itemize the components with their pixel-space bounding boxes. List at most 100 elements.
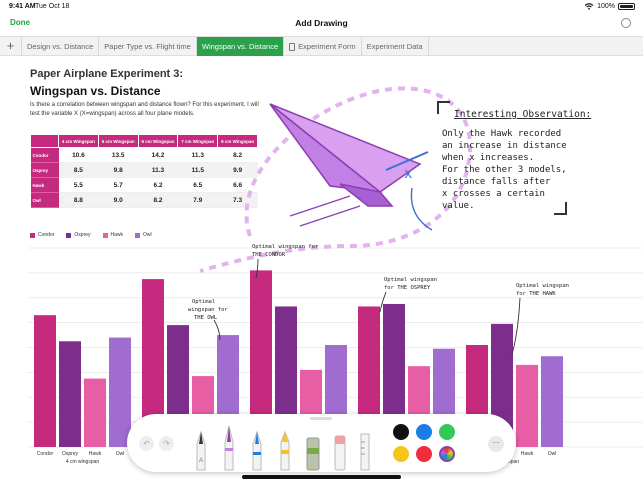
document-title: Paper Airplane Experiment 3: [30,68,184,80]
bar-label: Hawk [521,451,534,457]
observation-line: For the other 3 models, [442,165,567,175]
nav-bar: Done Add Drawing [0,14,643,36]
drawing-tools: A [196,425,370,471]
bar-label: Condor [37,451,54,457]
bar-label: Hawk [89,451,102,457]
table-row: Hawk 5.5 5.7 6.2 6.5 6.6 [30,177,258,193]
table-cell: 8.5 [58,162,99,178]
color-black[interactable] [393,424,409,440]
undo-icon[interactable]: ↶ [139,436,154,451]
observation-line: when x increases. [442,153,534,163]
eraser-tool[interactable] [334,435,346,471]
table-header: 7 cm Wingspan [177,134,219,148]
table-header: 4 cm Wingspan [58,134,99,148]
wingspan-arrow [385,151,429,171]
redo-icon[interactable]: ↷ [159,436,174,451]
observation-line: x crosses a certain [442,189,545,199]
legend-swatch [66,232,72,238]
svg-text:A: A [199,458,203,464]
table-cell: 11.5 [177,162,218,178]
bar-label: Osprey [62,451,79,457]
crayon-tool[interactable] [280,430,290,471]
table-cell: 8.2 [138,192,178,208]
row-label: Hawk [30,177,59,193]
tab-experiment-data[interactable]: Experiment Data [362,37,429,56]
tab-experiment-form[interactable]: Experiment Form [284,37,362,56]
table-row: Owl 8.8 9.0 8.2 7.9 7.3 [30,192,258,208]
tab-paper-type-vs-flight-time[interactable]: Paper Type vs. Flight time [99,37,197,56]
table-cell: 9.0 [98,192,139,208]
done-button[interactable]: Done [10,18,30,27]
status-date: Tue Oct 18 [35,3,70,10]
table-cell: 5.5 [58,177,99,193]
color-picker-icon[interactable] [439,446,455,462]
tab-label: Experiment Data [366,42,423,51]
document-subtitle: Wingspan vs. Distance [30,84,161,98]
bar-owl-5 [541,356,563,447]
drawing-toolbar: ↶ ↷ A ··· [127,414,516,472]
table-cell: 10.6 [58,147,99,163]
table-cell: 6.5 [177,177,218,193]
status-right: 100% [584,3,635,10]
row-label: Owl [30,192,59,208]
observation-corner-bottom [554,202,567,215]
table-cell: 11.3 [138,162,178,178]
bar-condor-1 [34,315,56,447]
table-cell: 8.2 [217,147,258,163]
bar-condor-4 [358,306,380,447]
table-header: 8 cm Wingspan [217,134,258,148]
toolbar-grabber[interactable] [310,417,332,420]
table-cell: 6.6 [217,177,258,193]
color-blue[interactable] [416,424,432,440]
legend-item: Hawk [102,232,124,238]
table-cell: 9.9 [217,162,258,178]
legend-item: Osprey [66,232,91,238]
bar-owl-1 [109,337,131,447]
tab-design-vs-distance[interactable]: Design vs. Distance [22,37,100,56]
tab-label: Paper Type vs. Flight time [104,42,191,51]
bar-hawk-1 [84,378,106,447]
add-tab-button[interactable]: + [0,37,22,56]
legend-swatch [135,232,141,238]
variable-label: x [404,166,412,182]
table-cell: 8.8 [58,192,99,208]
table-cell: 11.3 [177,147,218,163]
color-yellow[interactable] [393,446,409,462]
wifi-icon [584,3,594,10]
legend-label: Hawk [110,232,124,238]
tab-wingspan-vs-distance[interactable]: Wingspan vs. Distance [196,37,285,56]
data-table: 4 cm Wingspan 5 cm Wingspan 6 cm Wingspa… [30,134,258,208]
color-red[interactable] [416,446,432,462]
observation-line: distance falls after [442,177,551,187]
pencil-tool[interactable] [252,430,262,471]
color-green[interactable] [439,424,455,440]
document-icon [289,42,296,51]
battery-percent: 100% [597,3,615,10]
legend-label: Osprey [74,232,91,238]
table-header-row: 4 cm Wingspan 5 cm Wingspan 6 cm Wingspa… [30,134,258,148]
bar-label: Owl [548,451,557,457]
tab-label: Design vs. Distance [27,42,94,51]
category-label: 4 cm wingspan [66,459,100,465]
legend-item: Condor [30,232,54,238]
row-label: Condor [30,147,59,163]
pen-tool[interactable]: A [196,430,206,471]
legend-label: Owl [143,232,152,238]
table-cell: 5.7 [98,177,139,193]
table-cell: 7.9 [177,192,218,208]
observation-line: value. [442,201,475,211]
marker-tool[interactable] [224,425,234,471]
more-options-button[interactable]: ··· [488,436,504,452]
table-header [30,134,59,148]
document-description: Is there a correlation between wingspan … [30,102,259,117]
fill-tool[interactable] [306,437,320,471]
curved-pointer-line [410,187,433,231]
bar-label: Owl [116,451,125,457]
status-bar: 9:41 AM Tue Oct 18 100% [0,0,643,14]
timer-icon[interactable] [621,18,631,28]
bar-osprey-1 [59,341,81,447]
observation-line: an increase in distance [442,141,567,151]
status-time: 9:41 AM [9,3,36,10]
table-row: Condor 10.6 13.5 14.2 11.3 8.2 [30,147,258,163]
ruler-tool[interactable] [360,433,370,471]
